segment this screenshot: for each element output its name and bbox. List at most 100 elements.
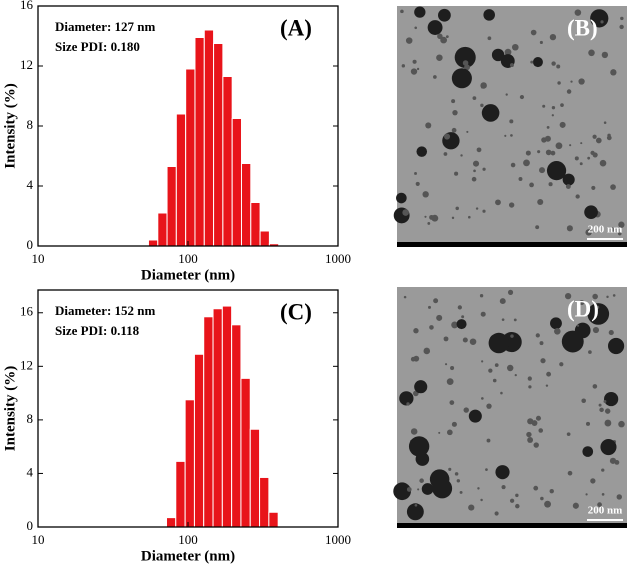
particle [566, 89, 572, 94]
particle [527, 418, 534, 425]
particle [495, 465, 510, 480]
particle [599, 407, 604, 413]
particle [468, 504, 475, 511]
bar [249, 428, 261, 528]
particle [596, 305, 600, 309]
particle [580, 142, 583, 145]
info-strip [397, 242, 627, 247]
particle [539, 341, 544, 346]
particle [518, 177, 523, 181]
x-axis-label: Diameter (nm) [141, 548, 235, 564]
particle [504, 134, 507, 137]
particle [414, 380, 428, 394]
particle [601, 468, 605, 472]
particle [454, 46, 476, 68]
particle [592, 293, 598, 300]
particle [444, 363, 448, 366]
particle [578, 78, 585, 85]
particle [480, 86, 484, 89]
particle [545, 149, 552, 156]
y-tick-label: 12 [20, 57, 33, 72]
particle [399, 391, 414, 406]
particle [406, 487, 412, 492]
particle [451, 421, 457, 427]
particle [454, 171, 459, 176]
x-tick-label: 1000 [325, 251, 351, 266]
particle [436, 314, 443, 321]
particle [579, 162, 583, 166]
particle [475, 207, 479, 210]
particle [585, 229, 592, 236]
particle [510, 134, 513, 137]
particle [482, 167, 486, 171]
particle [590, 9, 609, 28]
particle [455, 206, 459, 211]
particle [537, 198, 544, 206]
particle [530, 60, 534, 64]
image-label: (B) [567, 15, 598, 40]
particle [530, 29, 537, 36]
particle [492, 378, 497, 383]
bar [231, 118, 242, 247]
particle [609, 457, 617, 464]
particle [408, 436, 430, 457]
particle [429, 325, 434, 330]
particle [433, 298, 439, 304]
particle [402, 209, 409, 216]
info-strip [397, 523, 627, 528]
particle [400, 9, 404, 14]
particle [437, 33, 443, 40]
particle [570, 80, 573, 83]
y-tick-label: 0 [27, 237, 34, 252]
particle [590, 478, 596, 484]
particle [445, 35, 449, 39]
particle [431, 214, 439, 222]
particle [620, 16, 624, 21]
particle [482, 209, 486, 213]
y-tick-label: 4 [27, 177, 34, 192]
annotation: Diameter: 152 nm [55, 303, 156, 318]
particle [414, 26, 418, 30]
particle [591, 185, 596, 190]
particle [588, 49, 595, 57]
particle [479, 294, 484, 298]
particle [565, 184, 571, 190]
particle [423, 347, 431, 355]
particle [540, 496, 544, 501]
particle [477, 487, 480, 490]
bar [268, 511, 279, 528]
particle [519, 94, 525, 100]
particle [451, 216, 455, 220]
particle [491, 48, 505, 62]
x-tick-label: 10 [32, 532, 45, 547]
bar [185, 68, 196, 247]
particle [414, 6, 426, 18]
tem-image: 200 nm (B) [393, 6, 627, 247]
y-axis-label: Intensity (%) [2, 366, 18, 451]
particle [500, 391, 503, 395]
particle [551, 114, 554, 117]
particle [494, 363, 499, 368]
bar [203, 316, 214, 528]
particle [450, 366, 455, 371]
particle [587, 303, 610, 325]
particle [607, 337, 625, 355]
particle [575, 194, 580, 199]
bar [212, 308, 223, 528]
particle [587, 156, 591, 160]
panel-label: (A) [280, 15, 312, 40]
bar [231, 324, 242, 528]
particle [548, 182, 553, 187]
bar [240, 377, 251, 528]
particle [527, 376, 532, 381]
particle [581, 398, 586, 404]
panel-label: (C) [280, 299, 312, 324]
particle [429, 469, 450, 490]
x-axis-label: Diameter (nm) [141, 267, 235, 283]
particle [459, 490, 463, 494]
particle [510, 334, 514, 338]
particle [560, 103, 564, 107]
particle [511, 43, 519, 51]
particle [618, 420, 625, 428]
